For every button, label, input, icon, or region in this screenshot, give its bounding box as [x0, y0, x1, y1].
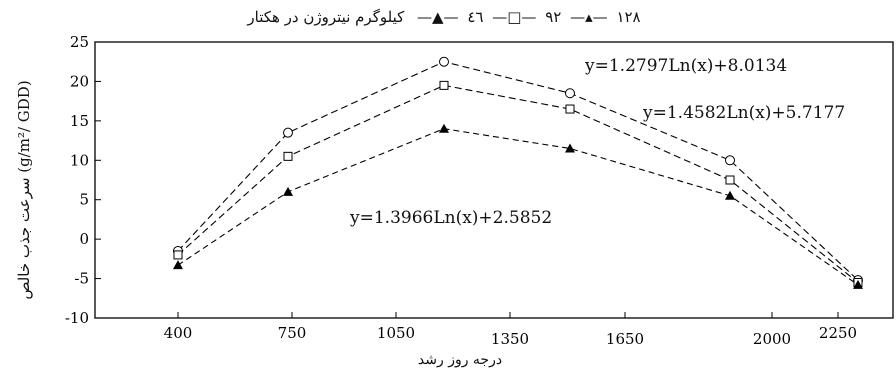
- data-point-circle: [565, 88, 575, 99]
- data-point-triangle: [439, 123, 449, 133]
- y-tick-label: -10: [65, 309, 89, 327]
- x-tick-label: 2250: [819, 324, 857, 342]
- x-tick-label: 1050: [377, 324, 415, 342]
- x-axis-title: درجه روز رشد: [417, 352, 503, 368]
- y-tick-label: -5: [74, 270, 89, 288]
- data-point-triangle: [173, 260, 183, 270]
- legend-entry-46: ٤٦: [467, 8, 484, 26]
- data-point-circle: [283, 127, 293, 138]
- equation-92: y=1.4582Ln(x)+5.7177: [643, 103, 846, 123]
- legend-unit: کیلوگرم نیتروژن در هکتار: [247, 8, 405, 26]
- legend: ۱۲۸ —▴— ۹۲ —□— ٤٦ —▲— کیلوگرم نیتروژن در…: [247, 8, 641, 26]
- y-tick-label: 5: [79, 191, 89, 209]
- equation-46: y=1.3966Ln(x)+2.5852: [350, 208, 553, 228]
- y-tick-label: 10: [70, 151, 89, 169]
- y-axis-title-wrap: سرعت جذب خالص (g/m²/ GDD): [12, 30, 36, 350]
- plot-frame: [94, 41, 894, 319]
- y-axis-title: سرعت جذب خالص (g/m²/ GDD): [15, 80, 33, 300]
- y-tick-label: 25: [70, 33, 89, 51]
- y-tick-label: 15: [70, 112, 89, 130]
- data-point-triangle: [565, 143, 575, 153]
- series-line-2: [177, 128, 859, 286]
- x-tick-label: 400: [164, 324, 193, 342]
- data-point-square: [439, 80, 449, 90]
- data-point-circle: [439, 56, 449, 67]
- x-tick-label: 1650: [606, 330, 644, 348]
- data-point-square: [725, 175, 735, 185]
- data-point-triangle: [725, 190, 735, 200]
- data-point-square: [283, 151, 293, 161]
- legend-entry-92: ۹۲: [545, 8, 562, 26]
- data-point-triangle: [283, 186, 293, 196]
- data-point-square: [565, 104, 575, 114]
- data-point-triangle: [853, 279, 863, 289]
- equation-128: y=1.2797Ln(x)+8.0134: [585, 56, 788, 76]
- legend-entry-128: ۱۲۸: [616, 8, 641, 26]
- y-tick-label: 20: [70, 72, 89, 90]
- series-line-0: [177, 61, 859, 281]
- x-tick-label: 1350: [491, 330, 529, 348]
- data-point-square: [173, 250, 183, 260]
- data-point-circle: [725, 155, 735, 166]
- y-tick-label: 0: [79, 230, 89, 248]
- x-tick-label: 2000: [753, 330, 791, 348]
- series-line-1: [177, 84, 859, 283]
- x-tick-label: 750: [278, 324, 307, 342]
